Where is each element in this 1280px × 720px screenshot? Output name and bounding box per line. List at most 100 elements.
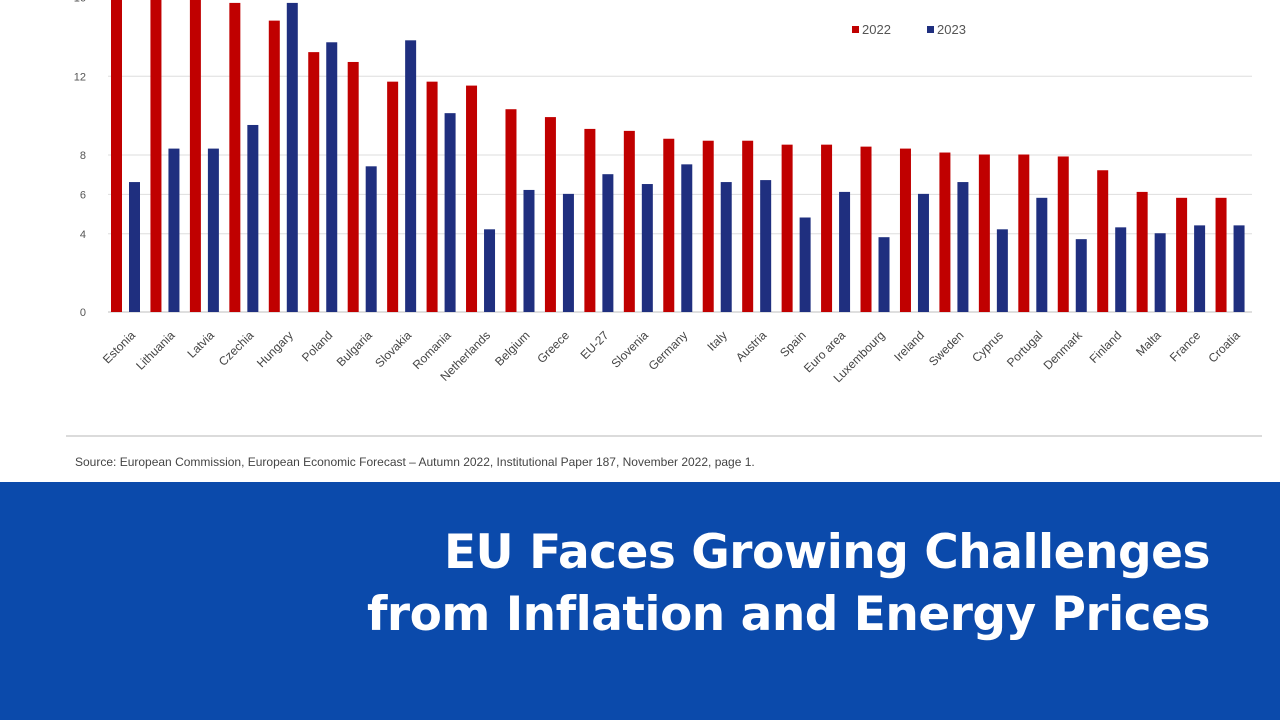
bar-2022-czechia bbox=[229, 2, 241, 312]
x-tick-label: France bbox=[1167, 328, 1204, 365]
bar-2022-france bbox=[1176, 197, 1188, 312]
bar-2022-hungary bbox=[268, 20, 280, 312]
bar-2022-greece bbox=[544, 117, 556, 312]
bar-2023-latvia bbox=[207, 148, 219, 312]
bar-2023-lithuania bbox=[168, 148, 180, 312]
bar-2022-slovenia bbox=[623, 130, 635, 312]
y-tick-label: 6 bbox=[80, 189, 86, 201]
bar-2023-greece bbox=[562, 193, 574, 312]
x-tick-label: Czechia bbox=[216, 328, 257, 369]
chart-area: 0 4 6 8 12 16 EstoniaLithuaniaLatviaCzechiaHun… bbox=[66, 0, 1262, 469]
x-tick-label: Spain bbox=[777, 328, 809, 360]
bar-2023-czechia bbox=[247, 124, 259, 312]
bar-2022-bulgaria bbox=[347, 61, 359, 312]
bar-2022-finland bbox=[1097, 170, 1109, 312]
bar-2022-austria bbox=[742, 140, 754, 312]
x-tick-label: Slovakia bbox=[372, 328, 414, 370]
bar-2023-cyprus bbox=[996, 229, 1008, 312]
x-tick-label: Estonia bbox=[100, 328, 138, 366]
bar-2023-belgium bbox=[523, 189, 535, 312]
x-tick-label: Bulgaria bbox=[334, 328, 375, 369]
x-tick-label: Lithuania bbox=[133, 328, 178, 373]
bar-2023-portugal bbox=[1036, 197, 1048, 312]
source-note: Source: European Commission, European Ec… bbox=[75, 455, 755, 469]
bar-2023-eu-27 bbox=[602, 174, 614, 312]
bar-2022-malta bbox=[1136, 191, 1148, 312]
y-tick-label: 12 bbox=[74, 71, 86, 83]
x-tick-label: Belgium bbox=[492, 328, 533, 369]
bar-2022-denmark bbox=[1057, 156, 1069, 312]
bar-2022-slovakia bbox=[387, 81, 399, 312]
bar-2022-croatia bbox=[1215, 197, 1227, 312]
x-tick-label: Portugal bbox=[1004, 328, 1046, 370]
x-tick-label: Sweden bbox=[926, 328, 967, 369]
x-tick-label: Latvia bbox=[184, 328, 217, 361]
x-tick-label: Austria bbox=[733, 328, 770, 365]
bar-2022-italy bbox=[702, 140, 714, 312]
x-tick-label: EU-27 bbox=[578, 328, 612, 362]
bar-2023-romania bbox=[444, 113, 456, 312]
bar-2023-germany bbox=[681, 164, 693, 312]
bar-2022-euro-area bbox=[821, 144, 833, 312]
bar-2023-finland bbox=[1115, 227, 1127, 312]
bar-2023-bulgaria bbox=[365, 166, 377, 312]
bar-2023-luxembourg bbox=[878, 237, 890, 312]
x-tick-label: Germany bbox=[646, 328, 691, 373]
bar-2022-portugal bbox=[1018, 154, 1030, 312]
bar-2023-italy bbox=[720, 182, 732, 312]
bar-2023-ireland bbox=[917, 193, 929, 312]
bar-2022-latvia bbox=[189, 0, 201, 312]
bar-2023-euro-area bbox=[839, 191, 851, 312]
bar-2022-romania bbox=[426, 81, 438, 312]
headline-line-1: EU Faces Growing Challenges bbox=[443, 525, 1211, 580]
bar-2022-lithuania bbox=[150, 0, 162, 312]
x-tick-label: Malta bbox=[1133, 328, 1164, 359]
y-tick-label: 16 bbox=[74, 0, 86, 5]
headline-banner: EU Faces Growing Challenges from Inflati… bbox=[0, 482, 1280, 720]
y-tick-label: 8 bbox=[80, 150, 86, 162]
x-tick-label: Hungary bbox=[254, 328, 296, 370]
x-tick-label: Finland bbox=[1087, 328, 1125, 366]
bar-2023-spain bbox=[799, 217, 811, 312]
bar-2023-croatia bbox=[1233, 225, 1245, 312]
bar-2023-austria bbox=[760, 180, 772, 312]
x-tick-label: Cyprus bbox=[969, 328, 1006, 365]
x-tick-label: Poland bbox=[299, 328, 335, 364]
bar-2022-ireland bbox=[899, 148, 911, 312]
bar-2022-eu-27 bbox=[584, 128, 596, 312]
bar-2022-estonia bbox=[111, 0, 122, 312]
bar-2022-luxembourg bbox=[860, 146, 872, 312]
x-tick-label: Ireland bbox=[891, 328, 927, 364]
bar-2023-malta bbox=[1154, 233, 1166, 312]
bar-2022-sweden bbox=[939, 152, 951, 312]
x-tick-label: Slovenia bbox=[609, 328, 652, 371]
bar-2022-germany bbox=[663, 138, 675, 312]
bar-2023-denmark bbox=[1075, 239, 1087, 312]
bar-2023-slovakia bbox=[405, 40, 417, 312]
legend-swatch-2022 bbox=[852, 26, 859, 33]
y-tick-label: 4 bbox=[80, 229, 86, 241]
bar-2022-spain bbox=[781, 144, 793, 312]
legend-swatch-2023 bbox=[927, 26, 934, 33]
x-tick-label: Greece bbox=[534, 328, 572, 366]
bar-2023-slovenia bbox=[641, 184, 653, 312]
headline: EU Faces Growing Challenges from Inflati… bbox=[50, 522, 1211, 646]
y-tick-label: 0 bbox=[80, 307, 86, 319]
headline-line-2: from Inflation and Energy Prices bbox=[366, 587, 1211, 642]
legend-label-2022: 2022 bbox=[862, 22, 891, 37]
bar-2023-netherlands bbox=[484, 229, 496, 312]
bar-2023-sweden bbox=[957, 182, 969, 312]
bar-2022-cyprus bbox=[978, 154, 990, 312]
x-tick-label: Denmark bbox=[1041, 328, 1086, 373]
bar-2022-poland bbox=[308, 52, 320, 312]
x-tick-label: Italy bbox=[704, 328, 729, 353]
legend-label-2023: 2023 bbox=[937, 22, 966, 37]
bar-2022-belgium bbox=[505, 109, 517, 312]
x-tick-label: Croatia bbox=[1205, 328, 1242, 365]
bar-2023-hungary bbox=[286, 2, 298, 312]
bar-2022-netherlands bbox=[466, 85, 478, 312]
bar-2023-poland bbox=[326, 42, 338, 312]
bar-2023-estonia bbox=[129, 182, 140, 312]
bar-chart: 0 4 6 8 12 16 EstoniaLithuaniaLatviaCzechiaHun… bbox=[66, 0, 1262, 437]
bar-2023-france bbox=[1194, 225, 1206, 312]
